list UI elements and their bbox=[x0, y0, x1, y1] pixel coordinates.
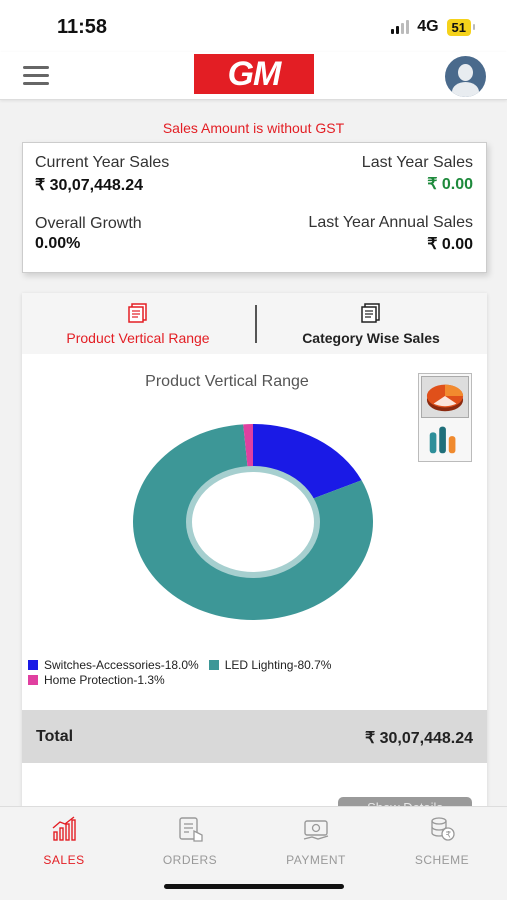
legend-item[interactable]: Switches-Accessories-18.0% bbox=[28, 658, 199, 672]
growth-label: Overall Growth bbox=[35, 215, 142, 232]
brand-logo: GM bbox=[194, 54, 314, 94]
sales-chart-icon bbox=[52, 816, 76, 841]
tab-category-wise-sales[interactable]: Category Wise Sales bbox=[255, 293, 487, 354]
last-year-value: ₹ 0.00 bbox=[427, 176, 473, 193]
current-year-label: Current Year Sales bbox=[35, 154, 170, 171]
legend-item[interactable]: Home Protection-1.3% bbox=[28, 673, 165, 687]
legend-swatch bbox=[28, 674, 38, 685]
home-indicator bbox=[164, 884, 344, 889]
tab-product-vertical-range[interactable]: Product Vertical Range bbox=[22, 293, 254, 354]
gst-notice: Sales Amount is without GST bbox=[162, 120, 345, 136]
growth-value: 0.00% bbox=[35, 235, 81, 252]
pie-chart-toggle[interactable] bbox=[421, 376, 469, 418]
last-year-label: Last Year Sales bbox=[361, 154, 473, 171]
signal-icon bbox=[391, 20, 410, 34]
nav-sales[interactable]: SALES bbox=[1, 815, 127, 875]
status-indicators: 4G 51 bbox=[391, 18, 476, 36]
donut-slice-0[interactable] bbox=[253, 424, 362, 500]
total-label: Total bbox=[36, 728, 74, 745]
network-type: 4G bbox=[417, 18, 439, 35]
donut-slice-1[interactable] bbox=[133, 424, 373, 620]
nav-label: ORDERS bbox=[162, 853, 218, 867]
last-year-annual-label: Last Year Annual Sales bbox=[308, 214, 473, 231]
document-icon bbox=[361, 303, 380, 323]
last-year-annual-value: ₹ 0.00 bbox=[427, 236, 473, 253]
total-value: ₹ 30,07,448.24 bbox=[364, 730, 473, 747]
nav-orders[interactable]: ORDERS bbox=[127, 815, 253, 875]
payment-icon bbox=[303, 820, 329, 840]
legend-label: LED Lighting-80.7% bbox=[224, 657, 332, 672]
tab-label: Product Vertical Range bbox=[66, 330, 210, 346]
bar-chart-toggle[interactable] bbox=[421, 419, 469, 461]
logo-text: GM bbox=[227, 54, 282, 93]
nav-payment[interactable]: PAYMENT bbox=[253, 815, 379, 875]
legend-item[interactable]: LED Lighting-80.7% bbox=[208, 657, 332, 672]
svg-text:₹: ₹ bbox=[446, 830, 452, 840]
sales-summary-card: Current Year Sales ₹ 30,07,448.24 Last Y… bbox=[22, 142, 487, 273]
status-bar: 11:58 4G 51 bbox=[0, 0, 507, 52]
legend-swatch bbox=[28, 659, 38, 670]
hamburger-menu-icon[interactable] bbox=[23, 66, 49, 86]
bar-chart-icon bbox=[429, 426, 456, 454]
chart-card: Product Vertical Range Category Wise Sal… bbox=[22, 293, 487, 819]
total-row: Total ₹ 30,07,448.24 bbox=[22, 710, 487, 763]
nav-label: SALES bbox=[43, 853, 85, 867]
scheme-icon: ₹ bbox=[431, 817, 455, 841]
legend-swatch bbox=[208, 659, 219, 670]
legend-label: Home Protection-1.3% bbox=[44, 672, 165, 687]
legend-label: Switches-Accessories-18.0% bbox=[44, 657, 199, 672]
current-year-value: ₹ 30,07,448.24 bbox=[35, 177, 144, 194]
nav-label: SCHEME bbox=[414, 853, 470, 867]
chart-title: Product Vertical Range bbox=[145, 373, 309, 390]
chart-type-switcher bbox=[418, 373, 472, 462]
nav-label: PAYMENT bbox=[286, 853, 346, 867]
battery-icon: 51 bbox=[446, 18, 476, 36]
tab-label: Category Wise Sales bbox=[302, 330, 440, 346]
chart-legend: Switches-Accessories-18.0% LED Lighting-… bbox=[28, 657, 468, 687]
avatar[interactable] bbox=[445, 56, 486, 97]
donut-hole bbox=[186, 466, 320, 578]
pie-chart-icon bbox=[426, 384, 464, 412]
chart-tab-bar: Product Vertical Range Category Wise Sal… bbox=[22, 293, 487, 354]
tab-divider bbox=[255, 305, 257, 343]
status-time: 11:58 bbox=[57, 16, 108, 38]
donut-slice-2[interactable] bbox=[243, 424, 253, 470]
app-header: GM bbox=[0, 52, 507, 100]
orders-icon bbox=[179, 817, 203, 842]
document-icon bbox=[128, 303, 147, 323]
donut-chart bbox=[133, 424, 373, 620]
nav-scheme[interactable]: ₹ SCHEME bbox=[379, 815, 505, 875]
